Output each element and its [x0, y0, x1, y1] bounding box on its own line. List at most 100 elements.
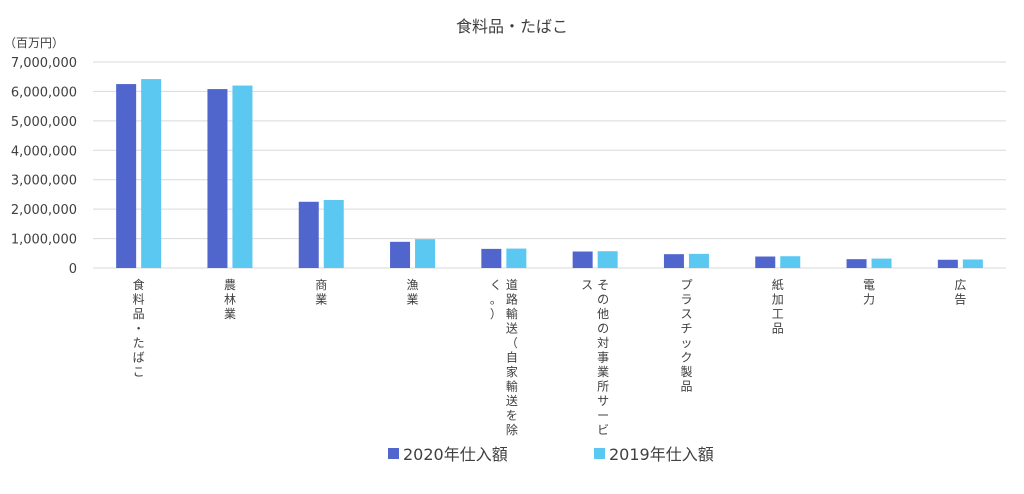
category-char: 除 — [506, 422, 518, 437]
category-char: 製 — [680, 365, 692, 379]
category-char: こ — [133, 365, 145, 379]
category-char: 料 — [133, 293, 145, 307]
category-char: 送 — [506, 393, 518, 408]
category-char: ス — [680, 307, 692, 321]
category-char: ク — [680, 351, 692, 365]
category-char: た — [133, 336, 145, 350]
category-char: 業 — [407, 293, 419, 307]
category-char: 林 — [224, 293, 236, 307]
bar-2020 — [207, 89, 228, 269]
category-label: 農林業 — [224, 278, 236, 321]
y-tick-label: 6,000,000 — [11, 85, 77, 100]
category-char: ー — [597, 409, 609, 423]
category-char: 輸 — [506, 379, 518, 394]
y-axis-ticks: 0 1,000,000 2,000,000 3,000,000 4,000,000 5,0… — [11, 56, 77, 277]
bar-2020 — [663, 254, 684, 268]
category-char: 家 — [506, 364, 518, 379]
category-char: 品 — [772, 322, 784, 336]
bar-2020 — [390, 241, 411, 268]
category-char: チ — [680, 322, 692, 336]
category-char: 業 — [597, 365, 609, 379]
category-char: （ — [506, 336, 518, 350]
bars — [116, 79, 983, 269]
bar-2019 — [871, 258, 892, 268]
legend-label: 2019年仕入額 — [609, 445, 714, 464]
category-char: 工 — [772, 307, 784, 321]
category-char: 。 — [490, 293, 502, 307]
chart-title: 食料品・たばこ — [456, 17, 568, 36]
gridlines — [93, 61, 1006, 269]
category-label: 食料品・たばこ — [133, 277, 145, 379]
category-char: ス — [581, 278, 593, 292]
category-char: 広 — [954, 278, 966, 292]
category-char: 告 — [954, 293, 966, 307]
y-axis-unit: （百万円） — [4, 36, 64, 50]
category-char: の — [597, 322, 609, 336]
category-char: 業 — [224, 307, 236, 321]
bar-2020 — [481, 248, 502, 268]
legend-swatch — [388, 448, 399, 459]
y-tick-label: 1,000,000 — [11, 233, 77, 248]
y-tick-label: 7,000,000 — [11, 56, 77, 71]
category-char: ・ — [133, 322, 145, 336]
category-char: 所 — [597, 380, 609, 394]
y-tick-label: 3,000,000 — [11, 174, 77, 189]
bar-2019 — [597, 251, 618, 268]
bar-2019 — [962, 259, 983, 268]
category-char: 品 — [133, 307, 145, 321]
category-char: 自 — [506, 351, 518, 365]
bar-2020 — [298, 201, 319, 268]
bar-2019 — [141, 79, 162, 268]
category-char: 路 — [506, 292, 518, 307]
category-char: 紙 — [772, 277, 784, 292]
bar-2019 — [323, 200, 344, 268]
y-tick-label: 0 — [69, 262, 77, 277]
y-tick-label: 5,000,000 — [11, 115, 77, 130]
category-char: 食 — [133, 277, 145, 292]
bar-2019 — [232, 85, 253, 269]
bar-2019 — [688, 253, 709, 268]
category-char: 加 — [772, 293, 784, 307]
category-char: そ — [597, 278, 609, 292]
bar-2020 — [755, 256, 776, 268]
bar-2019 — [780, 256, 801, 268]
category-label: 広告 — [954, 278, 966, 307]
category-char: ラ — [680, 293, 692, 307]
category-char: 力 — [863, 293, 875, 307]
category-char: ば — [133, 351, 145, 365]
category-char: 品 — [680, 380, 692, 394]
category-char: 道 — [506, 278, 518, 292]
category-char: 業 — [315, 293, 327, 307]
legend-label: 2020年仕入額 — [403, 445, 508, 464]
category-label: 商業 — [315, 277, 327, 307]
bar-2020 — [572, 251, 593, 268]
category-char: 他 — [597, 307, 609, 321]
category-char: 送 — [506, 321, 518, 336]
bar-2020 — [937, 259, 958, 268]
category-char: サ — [597, 394, 609, 408]
category-char: プ — [680, 278, 692, 292]
category-char: 輸 — [506, 306, 518, 321]
bar-2020 — [846, 259, 867, 268]
category-char: ッ — [680, 336, 692, 350]
category-char: 商 — [315, 277, 327, 292]
category-char: ビ — [597, 423, 609, 437]
category-char: 漁 — [407, 278, 419, 292]
category-label: 電力 — [863, 278, 875, 307]
y-tick-label: 2,000,000 — [11, 203, 77, 218]
category-char: ） — [490, 307, 502, 321]
category-char: 対 — [597, 336, 609, 350]
legend-swatch — [594, 448, 605, 459]
category-char: を — [506, 409, 518, 423]
bar-2019 — [415, 239, 436, 268]
category-char: の — [597, 293, 609, 307]
category-char: 農 — [224, 278, 236, 292]
category-char: 電 — [863, 278, 875, 292]
x-axis-categories: 食料品・たばこ農林業商業漁業道路輸送（自家輸送を除く。）その他の対事業所サービス… — [133, 277, 967, 437]
